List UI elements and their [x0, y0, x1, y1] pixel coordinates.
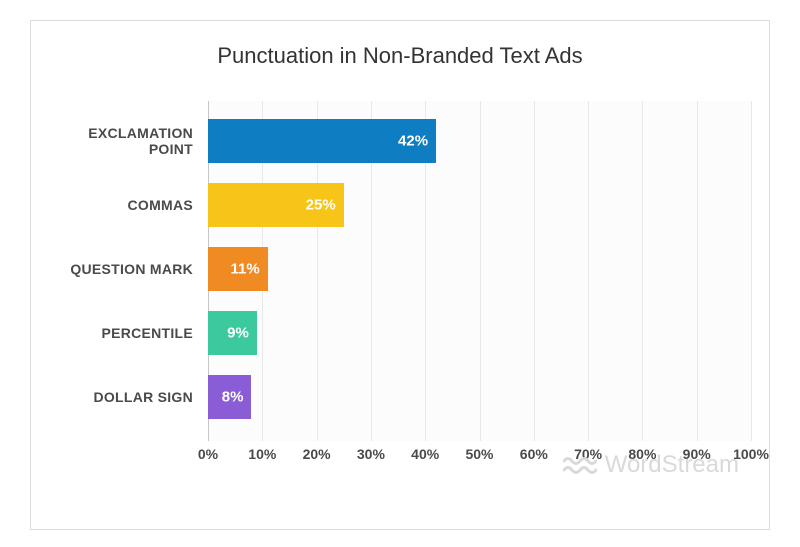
category-label: EXCLAMATIONPOINT: [31, 125, 193, 157]
bar-value-label: 25%: [306, 197, 336, 214]
bar-row: 11%: [208, 247, 751, 291]
x-tick-label: 10%: [248, 446, 276, 462]
x-tick-label: 0%: [198, 446, 218, 462]
x-tick-label: 60%: [520, 446, 548, 462]
x-tick-label: 50%: [465, 446, 493, 462]
bars: 42% 25% 11% 9% 8%: [208, 101, 751, 441]
chart-container: Punctuation in Non-Branded Text Ads 42% 2…: [30, 20, 770, 530]
x-tick-label: 20%: [303, 446, 331, 462]
category-label: PERCENTILE: [31, 325, 193, 341]
bar-value-label: 9%: [227, 325, 249, 342]
category-label: DOLLAR SIGN: [31, 389, 193, 405]
bar-value-label: 42%: [398, 133, 428, 150]
bar-row: 8%: [208, 375, 751, 419]
watermark-text: WordStream: [605, 451, 739, 479]
chart-title: Punctuation in Non-Branded Text Ads: [31, 21, 769, 69]
category-label: COMMAS: [31, 197, 193, 213]
bar-row: 42%: [208, 119, 751, 163]
x-tick-label: 40%: [411, 446, 439, 462]
bar: 8%: [208, 375, 251, 419]
bar: 11%: [208, 247, 268, 291]
plot-area: 42% 25% 11% 9% 8%: [208, 101, 751, 441]
wave-icon: [563, 454, 597, 476]
gridline: [751, 101, 752, 441]
bar-value-label: 11%: [231, 261, 260, 278]
bar: 42%: [208, 119, 436, 163]
category-label: QUESTION MARK: [31, 261, 193, 277]
bar-row: 9%: [208, 311, 751, 355]
bar: 25%: [208, 183, 344, 227]
bar-row: 25%: [208, 183, 751, 227]
bar: 9%: [208, 311, 257, 355]
x-tick-label: 30%: [357, 446, 385, 462]
bar-value-label: 8%: [222, 389, 244, 406]
category-labels: EXCLAMATIONPOINT COMMAS QUESTION MARK PERCE…: [31, 101, 201, 441]
watermark: WordStream: [563, 451, 739, 479]
